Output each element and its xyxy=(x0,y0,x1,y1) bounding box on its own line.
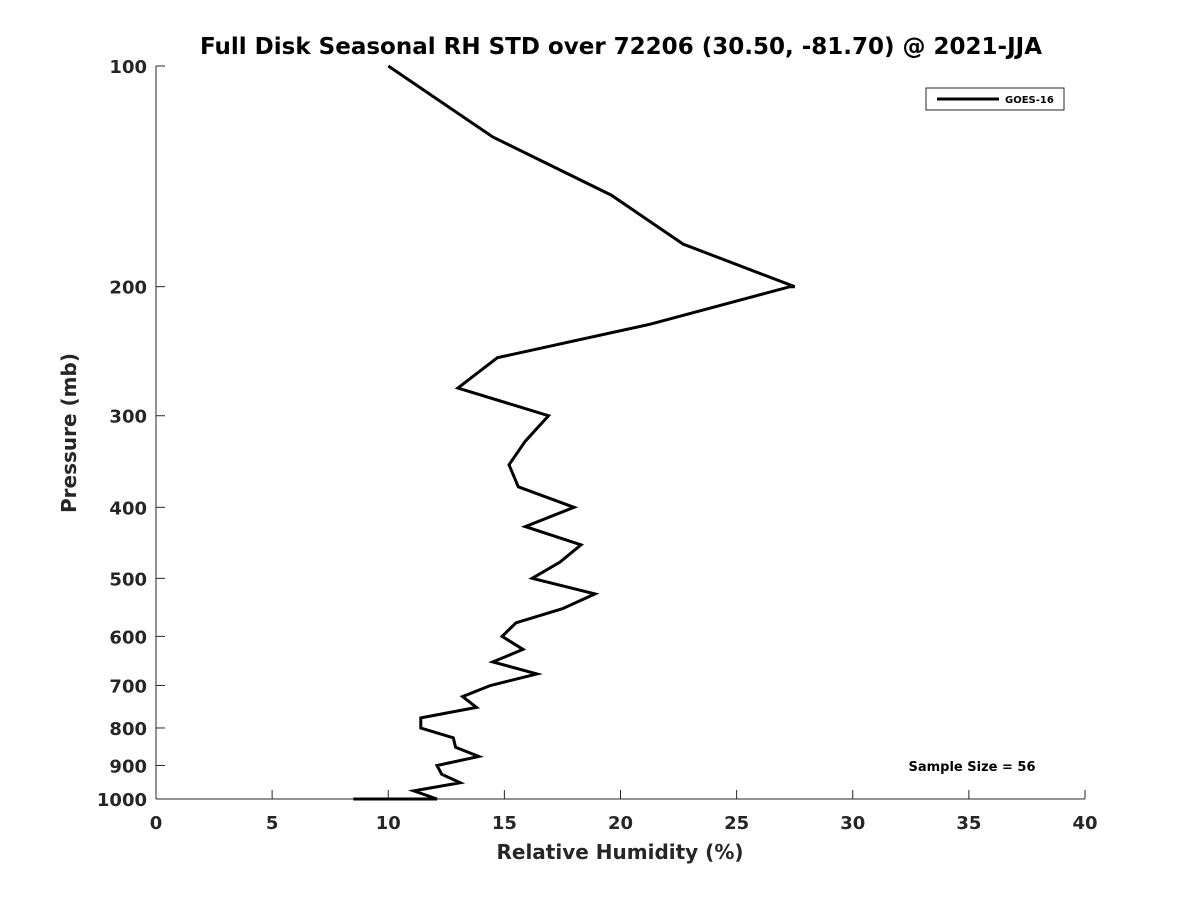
y-tick-label: 700 xyxy=(109,676,147,697)
series-line-goes-16 xyxy=(353,64,796,801)
x-tick-label: 35 xyxy=(956,813,981,834)
x-tick-label: 40 xyxy=(1072,813,1097,834)
y-tick-label: 1000 xyxy=(97,790,147,811)
chart-title: Full Disk Seasonal RH STD over 72206 (30… xyxy=(200,34,1042,60)
x-axis: 0 5 10 15 20 25 30 35 40 xyxy=(150,790,1098,834)
y-tick-label: 800 xyxy=(109,719,147,740)
y-axis-label: Pressure (mb) xyxy=(57,353,81,513)
y-tick-label: 300 xyxy=(109,407,147,428)
x-tick-label: 15 xyxy=(492,813,517,834)
y-tick-label: 400 xyxy=(109,498,147,519)
sample-size-annotation: Sample Size = 56 xyxy=(908,760,1035,775)
legend-label: GOES-16 xyxy=(1005,95,1054,106)
legend: GOES-16 xyxy=(925,87,1065,111)
plot-area xyxy=(156,66,1085,799)
y-tick-label: 900 xyxy=(109,756,147,777)
series-layer xyxy=(353,64,796,801)
x-tick-label: 25 xyxy=(724,813,749,834)
y-tick-label: 100 xyxy=(109,57,147,78)
y-axis: 100 200 300 400 500 600 700 800 900 1000 xyxy=(97,57,165,811)
y-tick-label: 200 xyxy=(109,278,147,299)
x-tick-label: 0 xyxy=(150,813,163,834)
x-tick-label: 30 xyxy=(840,813,865,834)
x-axis-label: Relative Humidity (%) xyxy=(496,840,743,864)
y-tick-label: 500 xyxy=(109,569,147,590)
x-tick-label: 20 xyxy=(608,813,633,834)
x-tick-label: 10 xyxy=(376,813,401,834)
x-tick-label: 5 xyxy=(266,813,279,834)
y-tick-label: 600 xyxy=(109,627,147,648)
